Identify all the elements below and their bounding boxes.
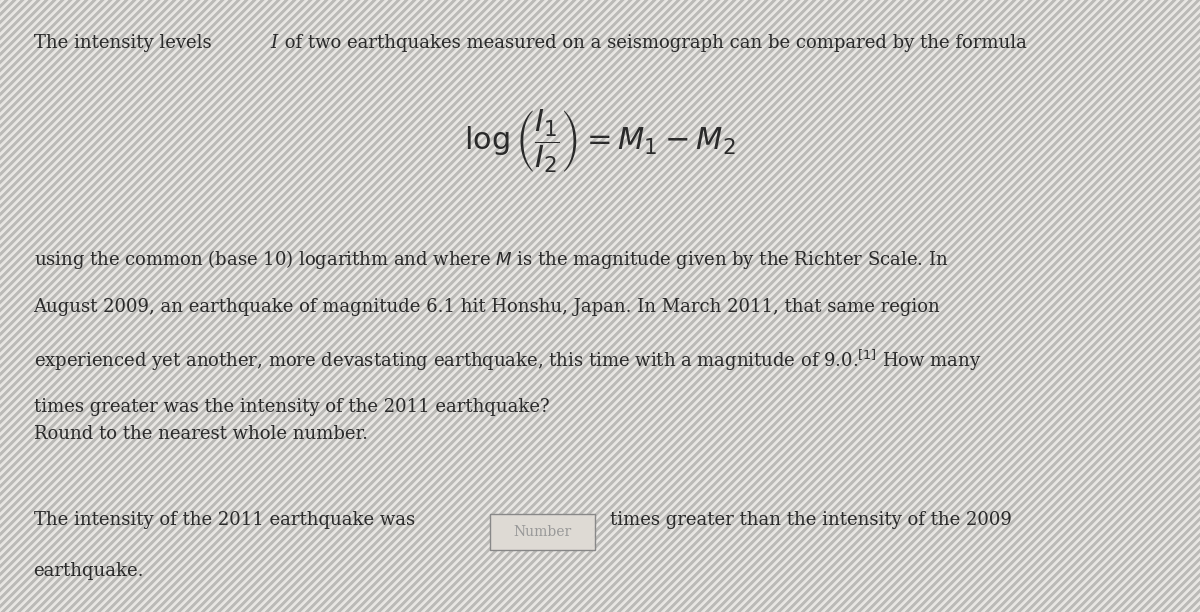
Bar [490,514,595,550]
Text: $\log \left( \dfrac{I_1}{I_2} \right) = M_1 - M_2$: $\log \left( \dfrac{I_1}{I_2} \right) = … [464,107,736,174]
Text: using the common (base 10) logarithm and where $M$ is the magnitude given by the: using the common (base 10) logarithm and… [34,248,948,271]
Text: experienced yet another, more devastating earthquake, this time with a magnitude: experienced yet another, more devastatin… [34,348,980,373]
Text: I: I [270,34,277,51]
Text: of two earthquakes measured on a seismograph can be compared by the formula: of two earthquakes measured on a seismog… [280,34,1027,51]
Text: earthquake.: earthquake. [34,562,144,580]
Text: The intensity levels: The intensity levels [34,34,217,51]
Text: times greater was the intensity of the 2011 earthquake?: times greater was the intensity of the 2… [34,398,550,416]
Text: times greater than the intensity of the 2009: times greater than the intensity of the … [610,511,1012,529]
Text: The intensity of the 2011 earthquake was: The intensity of the 2011 earthquake was [34,511,415,529]
Text: August 2009, an earthquake of magnitude 6.1 hit Honshu, Japan. In March 2011, th: August 2009, an earthquake of magnitude … [34,298,941,316]
Text: Number: Number [514,525,571,539]
Text: Round to the nearest whole number.: Round to the nearest whole number. [34,425,367,443]
